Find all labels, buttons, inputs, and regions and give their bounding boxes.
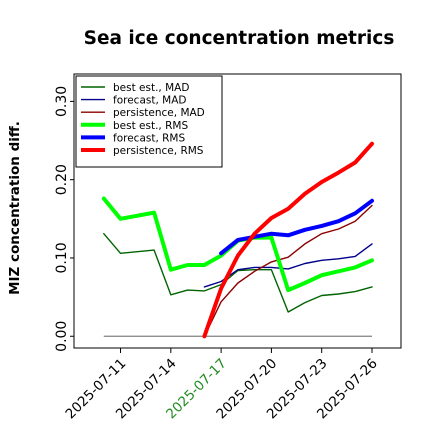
series-line-persistence-mad (203, 204, 373, 337)
legend-entry: best est., MAD (113, 82, 189, 94)
series-line-forecast-mad (203, 243, 373, 288)
legend-entry: forecast, RMS (113, 132, 185, 144)
series-line-best-est-rms (101, 196, 374, 293)
y-axis-label: MIZ concentration diff. (7, 121, 23, 295)
y-tick-label: 0.30 (54, 86, 70, 117)
y-tick-label: 0.20 (54, 164, 70, 195)
legend-entry: persistence, RMS (113, 145, 204, 157)
legend-entry: best est., RMS (113, 120, 188, 132)
series-line-forecast-rms (219, 198, 374, 256)
series-line-persistence-rms (202, 141, 374, 339)
y-axis: 0.00 0.10 0.20 0.30 (54, 86, 74, 352)
x-axis: 2025-07-112025-07-142025-07-172025-07-20… (63, 348, 381, 422)
legend-entry: forecast, MAD (113, 95, 186, 107)
y-tick-label: 0.10 (54, 242, 70, 273)
y-tick-label: 0.00 (54, 321, 70, 352)
chart-title: Sea ice concentration metrics (84, 28, 395, 49)
plot-frame (73, 73, 402, 349)
legend-entry: persistence, MAD (113, 107, 205, 119)
legend-box (75, 75, 223, 168)
series-layer (101, 141, 374, 339)
series-line-best-est-mad (103, 232, 373, 313)
